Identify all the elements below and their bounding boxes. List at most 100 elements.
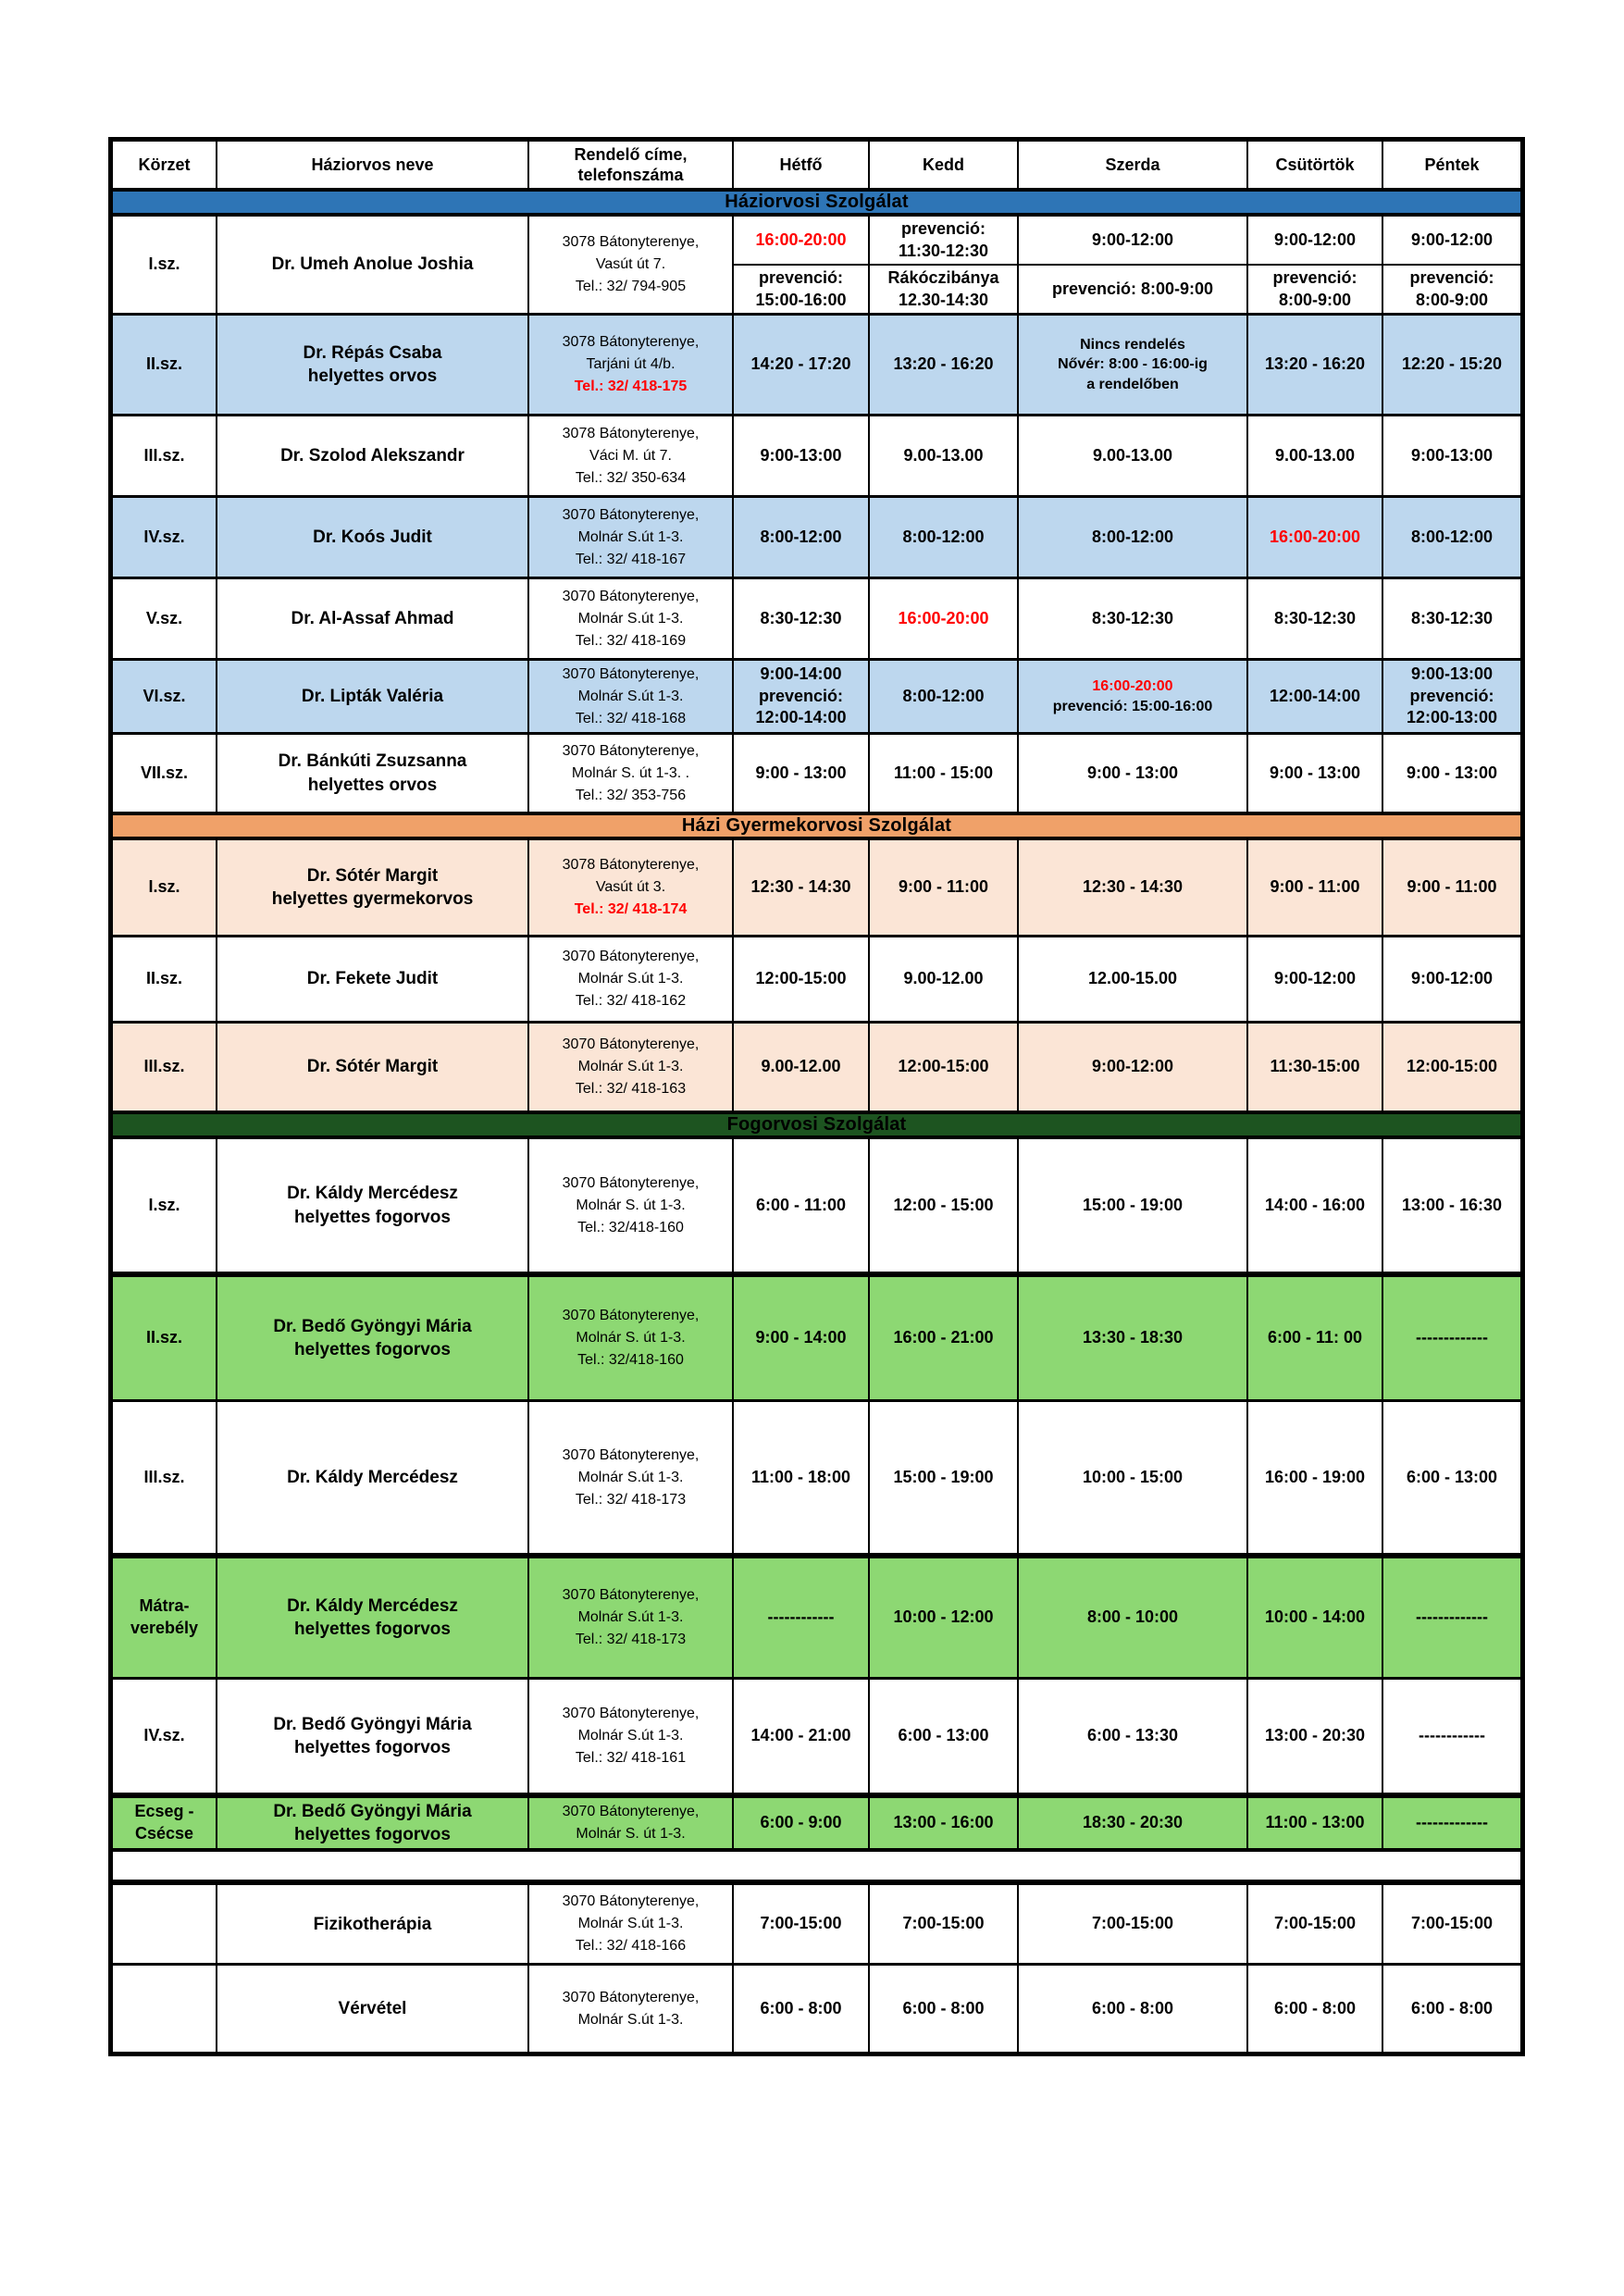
cell-day-thu: 16:00-20:00 <box>1246 498 1382 577</box>
text-line: 15:00 - 19:00 <box>893 1467 994 1486</box>
cell-day-mon: 11:00 - 18:00 <box>732 1402 868 1553</box>
text-line: 3070 Bátonyterenye, <box>562 1308 700 1323</box>
cell-district: I.sz. <box>113 1139 216 1272</box>
text-line: II.sz. <box>145 354 182 374</box>
cell-day-fri: 12:20 - 15:20 <box>1382 316 1520 414</box>
cell-day-wed: 8:30-12:30 <box>1017 579 1246 658</box>
cell-day-tue: 10:00 - 12:00 <box>868 1558 1017 1677</box>
cell-day-wed: 6:00 - 13:30 <box>1017 1680 1246 1793</box>
cell-day-mon: 16:00-20:00 prevenció: 15:00-16:00 <box>732 217 868 313</box>
text-line: 3070 Bátonyterenye, <box>562 1036 700 1052</box>
cell-day-wed: 8:00 - 10:00 <box>1017 1558 1246 1677</box>
table-row: IV.sz. Dr. Bedő Gyöngyi Mária helyettes fo… <box>113 1677 1520 1793</box>
cell-doctor-name: Dr. Bedő Gyöngyi Mária helyettes fogorvos <box>216 1680 527 1793</box>
day-cell-top: 9:00-12:00 <box>1383 217 1520 266</box>
cell-district: II.sz. <box>113 316 216 414</box>
text-line: 9:00-12:00 <box>1273 969 1357 988</box>
text-line: 6:00 - 8:00 <box>760 1998 842 2017</box>
text-line: prevenció: 15:00-16:00 <box>1052 698 1213 714</box>
cell-day-tue: 7:00-15:00 <box>868 1885 1017 1964</box>
text-line: Dr. Koós Judit <box>313 527 432 547</box>
cell-address: 3070 Bátonyterenye, Molnár S.út 1-3. Tel.:… <box>527 1885 732 1964</box>
table-row: I.sz. Dr. Sótér Margit helyettes gyermekor… <box>113 840 1520 935</box>
text-line: III.sz. <box>143 445 185 465</box>
text-line: 3078 Bátonyterenye, <box>562 857 700 873</box>
text-line: Molnár S. út 1-3. <box>576 1197 686 1213</box>
text-line: Vasút út 3. <box>595 879 666 895</box>
text-line: 3070 Bátonyterenye, <box>562 506 700 523</box>
text-line: 9:00 - 11:00 <box>898 877 989 897</box>
text-line: Váci M. út 7. <box>589 447 672 464</box>
text-line: Nővér: 8:00 - 16:00-ig <box>1058 356 1208 373</box>
text-line: 16:00-20:00 <box>755 230 847 249</box>
cell-district: II.sz. <box>113 937 216 1021</box>
text-line: Molnár S. út 1-3. . <box>571 764 690 781</box>
text-line: Tarjáni út 4/b. <box>586 356 676 372</box>
text-line: 6:00 - 11: 00 <box>1267 1328 1363 1347</box>
cell-district: IV.sz. <box>113 498 216 577</box>
text-line: II.sz. <box>145 969 182 988</box>
cell-day-thu: 9:00 - 11:00 <box>1246 840 1382 935</box>
text-line: 7:00-15:00 <box>1273 1914 1357 1933</box>
text-line: 3070 Bátonyterenye, <box>562 1893 700 1910</box>
text-line: helyettes fogorvos <box>294 1738 451 1757</box>
text-line: 11:30-15:00 <box>1270 1057 1360 1076</box>
text-line: Dr. Répás Csaba <box>303 342 442 363</box>
text-line: 6:00 - 8:00 <box>1091 1998 1174 2017</box>
text-line: 9:00-12:00 <box>1091 1057 1174 1076</box>
section-banner: Fogorvosi Szolgálat <box>113 1111 1520 1139</box>
cell-day-tue: 9.00-12.00 <box>868 937 1017 1021</box>
text-line: Dr. Fekete Judit <box>306 969 439 989</box>
text-line: Molnár S. út 1-3. <box>576 1330 686 1346</box>
cell-day-thu: 7:00-15:00 <box>1246 1885 1382 1964</box>
cell-day-fri: ------------ <box>1382 1680 1520 1793</box>
text-line: VI.sz. <box>143 686 186 705</box>
header-label: Háziorvos neve <box>311 155 434 174</box>
header-label: Rendelő címe, telefonszáma <box>574 144 688 185</box>
cell-district: III.sz. <box>113 416 216 495</box>
text-line: 9.00-13.00 <box>1092 445 1173 465</box>
text-line: 13:00 - 16:00 <box>893 1813 994 1832</box>
text-line: 12:00-13:00 <box>1406 708 1498 727</box>
text-line: Vérvétel <box>338 1999 407 2019</box>
text-line: Tel.: 32/418-160 <box>577 1352 684 1368</box>
table-row: VI.sz. Dr. Lipták Valéria 3070 Bátonyteren… <box>113 658 1520 732</box>
cell-district: Ecseg - Csécse <box>113 1798 216 1848</box>
text-line: Tel.: 32/ 418-169 <box>575 632 687 649</box>
header-label: Hétfő <box>779 155 823 174</box>
text-line: 10:00 - 15:00 <box>1082 1467 1184 1486</box>
cell-address: 3078 Bátonyterenye, Váci M. út 7. Tel.: 32… <box>527 416 732 495</box>
text-line: 6:00 - 8:00 <box>1273 1998 1357 2017</box>
cell-address: 3070 Bátonyterenye, Molnár S.út 1-3. Tel.:… <box>527 1024 732 1111</box>
cell-day-mon: 12:00-15:00 <box>732 937 868 1021</box>
header-cell-address: Rendelő címe, telefonszáma <box>527 142 732 188</box>
cell-day-wed: 12:30 - 14:30 <box>1017 840 1246 935</box>
section-banner-title: Háziorvosi Szolgálat <box>725 192 909 212</box>
text-line: 9:00-14:00 <box>760 664 842 683</box>
cell-day-thu: 12:00-14:00 <box>1246 661 1382 732</box>
table-row: VII.sz. Dr. Bánkúti Zsuzsanna helyettes or… <box>113 732 1520 812</box>
text-line: 8:00-12:00 <box>902 527 985 546</box>
cell-day-mon: 8:00-12:00 <box>732 498 868 577</box>
text-line: Dr. Bedő Gyöngyi Mária <box>273 1316 472 1336</box>
text-line: 15:00-16:00 <box>755 290 847 309</box>
text-line: 9:00-13:00 <box>1410 664 1494 683</box>
text-line: 6:00 - 8:00 <box>902 1998 985 2017</box>
cell-address: 3070 Bátonyterenye, Molnár S.út 1-3. Tel.:… <box>527 1558 732 1677</box>
text-line: 9:00-12:00 <box>1273 230 1357 249</box>
cell-day-tue: 13:20 - 16:20 <box>868 316 1017 414</box>
cell-day-fri: 9:00-13:00 <box>1382 416 1520 495</box>
text-line: 12:00 - 15:00 <box>893 1195 994 1214</box>
text-line: Molnár S.út 1-3. <box>577 1469 684 1485</box>
table-row: Fizikotherápia 3070 Bátonyterenye, Molnár … <box>113 1880 1520 1964</box>
cell-doctor-name: Dr. Szolod Alekszandr <box>216 416 527 495</box>
text-line: Tel.: 32/ 418-173 <box>575 1491 687 1508</box>
cell-day-mon: 9:00-13:00 <box>732 416 868 495</box>
text-line: 11:00 - 13:00 <box>1265 1813 1365 1832</box>
text-line: Vasút út 7. <box>595 256 666 272</box>
text-line: ------------ <box>767 1607 835 1627</box>
cell-district <box>113 1885 216 1963</box>
text-line: 8:00-12:00 <box>760 527 842 546</box>
day-cell-bottom: Rákóczibánya 12.30-14:30 <box>870 266 1017 313</box>
text-line: 9:00-13:00 <box>1410 445 1494 465</box>
